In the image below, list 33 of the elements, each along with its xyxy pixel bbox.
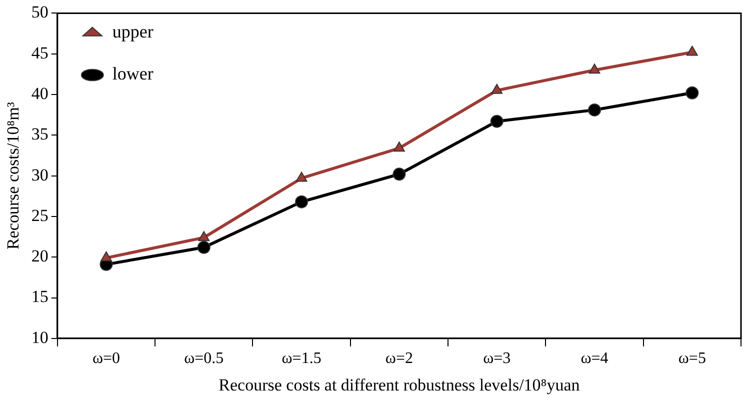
y-tick-label: 20	[31, 246, 48, 266]
x-tick-label: ω=5	[678, 350, 706, 368]
point	[686, 86, 699, 100]
legend-label: lower	[112, 64, 154, 84]
y-tick-label: 10	[31, 328, 48, 347]
y-tick-label: 40	[31, 84, 48, 103]
point	[100, 251, 112, 262]
y-tick-label: 15	[31, 287, 48, 306]
x-tick-label: ω=0.5	[184, 350, 224, 368]
point	[295, 195, 308, 208]
point	[198, 231, 210, 242]
y-tick-label: 50	[31, 2, 48, 22]
y-axis-title: Recourse costs/10⁸m³	[4, 102, 23, 250]
point	[392, 168, 406, 181]
point	[394, 142, 405, 152]
x-tick-label: ω=0	[92, 350, 120, 368]
x-axis-title: Recourse costs at different robustness levels/10⁸yuan	[218, 375, 580, 394]
x-tick-label: ω=1.5	[282, 350, 322, 368]
point	[491, 84, 503, 94]
point	[588, 64, 600, 74]
x-tick-label: ω=2	[385, 350, 413, 368]
y-tick-label: 30	[31, 165, 48, 184]
y-tick-label: 45	[31, 43, 48, 62]
y-tick-label: 25	[31, 206, 48, 225]
x-tick-label: ω=3	[483, 350, 511, 368]
point	[588, 103, 602, 116]
point	[296, 172, 308, 182]
x-tick-label: ω=4	[580, 350, 608, 368]
point	[686, 46, 698, 56]
point	[490, 114, 504, 128]
y-tick-label: 35	[31, 124, 48, 144]
legend-label: upper	[112, 22, 154, 42]
point	[197, 240, 210, 254]
